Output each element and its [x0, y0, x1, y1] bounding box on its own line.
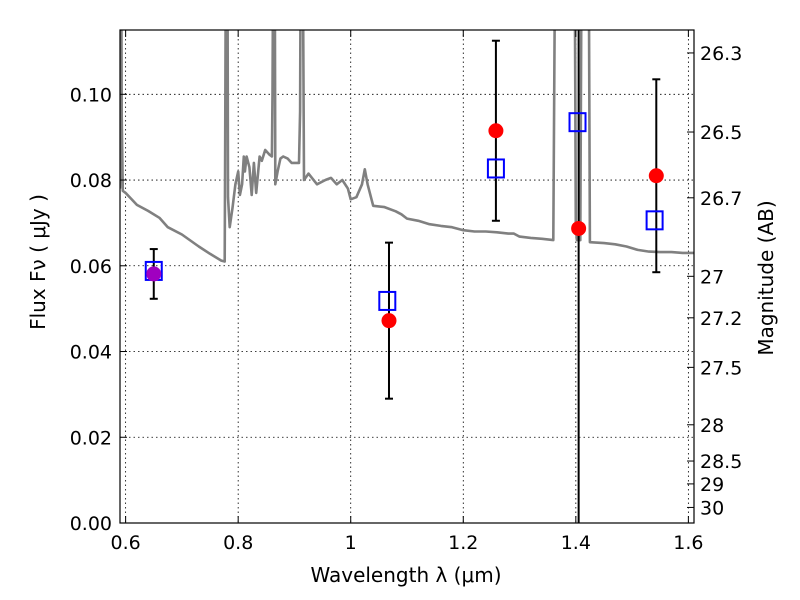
observed-point	[146, 266, 162, 282]
model-square	[486, 158, 505, 179]
x-axis-label: Wavelength λ (μm)	[310, 563, 501, 587]
y-tick-label: 0.10	[70, 84, 112, 106]
markers	[144, 112, 664, 329]
template-sed-line	[120, 30, 694, 263]
y-tick-label: 0.04	[70, 342, 112, 364]
x-tick-label: 1	[345, 532, 357, 554]
mag-tick-label: 27.2	[700, 308, 742, 330]
mag-tick-label: 27.5	[700, 357, 742, 379]
x-tick-label: 1.6	[673, 532, 703, 554]
observed-point	[648, 168, 664, 184]
x-tick-label: 0.6	[111, 532, 141, 554]
observed-point	[381, 313, 397, 329]
observed-point	[488, 123, 504, 139]
y-axis-label: Flux Fν ( μJy )	[26, 194, 50, 330]
y-tick-label: 0.06	[70, 256, 112, 278]
mag-tick-label: 28	[700, 415, 724, 437]
y-tick-label: 0.00	[70, 513, 112, 535]
grid	[120, 30, 694, 524]
mag-tick-label: 30	[700, 497, 724, 519]
mag-tick-label: 29	[700, 474, 724, 496]
x-tick-label: 1.2	[448, 532, 478, 554]
y-tick-label: 0.02	[70, 427, 112, 449]
observed-point	[571, 220, 587, 236]
x-tick-label: 1.4	[561, 532, 591, 554]
mag-tick-label: 27	[700, 266, 724, 288]
mag-tick-label: 26.7	[700, 188, 742, 210]
model-square	[645, 210, 664, 231]
mag-tick-label: 28.5	[700, 451, 742, 473]
model-square	[568, 112, 587, 133]
mag-tick-label: 26.3	[700, 43, 742, 65]
mag-tick-label: 26.5	[700, 122, 742, 144]
axes: 0.6 0.8 1 1.2 1.4 1.6 0.00 0.02 0.04 0.06 0.08 0.10…	[70, 30, 742, 554]
model-square	[378, 290, 397, 311]
y-tick-label: 0.08	[70, 170, 112, 192]
y-axis-right-label: Magnitude (AB)	[754, 200, 778, 355]
x-tick-label: 0.8	[223, 532, 253, 554]
